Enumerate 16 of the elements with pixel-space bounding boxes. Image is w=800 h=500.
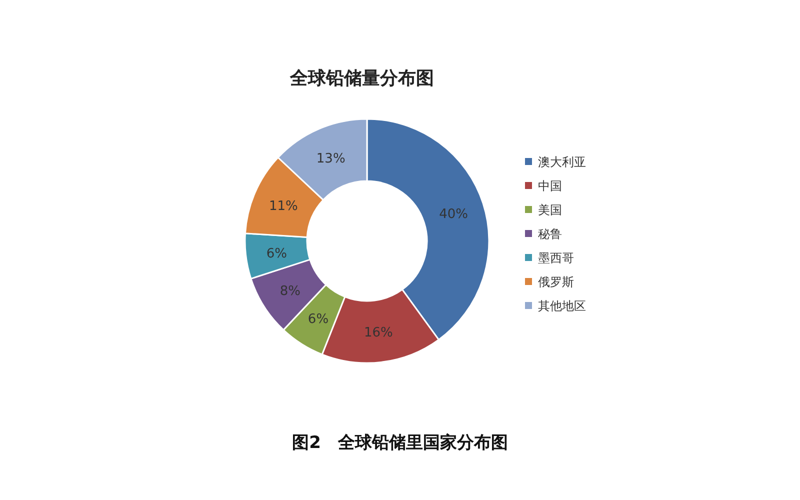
legend-label: 美国	[538, 203, 562, 217]
data-label: 8%	[280, 284, 300, 299]
data-label: 40%	[439, 206, 468, 222]
data-label: 11%	[269, 198, 298, 214]
data-label: 6%	[308, 312, 329, 327]
data-label: 6%	[266, 246, 288, 262]
caption: 图2 全球铅储里国家分布图	[292, 433, 508, 453]
legend-label: 俄罗斯	[538, 275, 574, 289]
legend-label: 澳大利亚	[538, 155, 586, 169]
data-label: 13%	[316, 151, 346, 166]
legend-label: 其他地区	[538, 299, 586, 313]
legend-label: 中国	[538, 179, 562, 193]
legend-label: 墨西哥	[538, 251, 574, 265]
chart-title: 全球铅储量分布图	[289, 68, 434, 89]
data-label: 16%	[364, 325, 393, 340]
legend-label: 秘鲁	[538, 227, 562, 241]
